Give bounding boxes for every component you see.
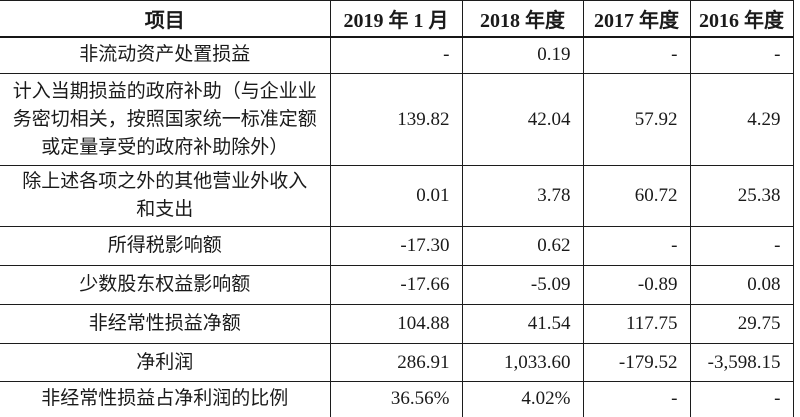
cell-value: 60.72 bbox=[582, 165, 691, 227]
column-header-2016: 2016 年度 bbox=[689, 0, 794, 38]
cell-value: 29.75 bbox=[689, 304, 794, 344]
header-row: 项目 2019 年 1 月 2018 年度 2017 年度 2016 年度 bbox=[0, 0, 794, 38]
cell-value: 25.38 bbox=[689, 165, 794, 227]
row-item-label: 少数股东权益影响额 bbox=[0, 265, 331, 305]
table-row: 除上述各项之外的其他营业外收入 和支出 0.01 3.78 60.72 25.3… bbox=[0, 165, 794, 227]
cell-value: -17.66 bbox=[329, 265, 463, 305]
column-header-item: 项目 bbox=[0, 0, 331, 38]
cell-value: 0.01 bbox=[329, 165, 463, 227]
table-row: 非经常性损益净额 104.88 41.54 117.75 29.75 bbox=[0, 304, 794, 344]
table-row: 计入当期损益的政府补助（与企业业 务密切相关，按照国家统一标准定额 或定量享受的… bbox=[0, 73, 794, 166]
cell-value: - bbox=[582, 381, 691, 417]
cell-value: 286.91 bbox=[329, 343, 463, 382]
cell-value: - bbox=[689, 381, 794, 417]
cell-value: 1,033.60 bbox=[461, 343, 584, 382]
cell-value: -3,598.15 bbox=[689, 343, 794, 382]
cell-value: 36.56% bbox=[329, 381, 463, 417]
table-row: 非流动资产处置损益 - 0.19 - - bbox=[0, 36, 794, 74]
cell-value: 4.29 bbox=[689, 73, 794, 166]
cell-value: -5.09 bbox=[461, 265, 584, 305]
column-header-2018: 2018 年度 bbox=[461, 0, 584, 38]
cell-value: 139.82 bbox=[329, 73, 463, 166]
cell-value: 41.54 bbox=[461, 304, 584, 344]
table-row: 非经常性损益占净利润的比例 36.56% 4.02% - - bbox=[0, 381, 794, 417]
cell-value: -17.30 bbox=[329, 226, 463, 266]
cell-value: - bbox=[582, 226, 691, 266]
cell-value: - bbox=[582, 36, 691, 74]
cell-value: 117.75 bbox=[582, 304, 691, 344]
row-item-label: 所得税影响额 bbox=[0, 226, 331, 266]
cell-value: - bbox=[689, 226, 794, 266]
table-row: 少数股东权益影响额 -17.66 -5.09 -0.89 0.08 bbox=[0, 265, 794, 305]
row-item-label: 非经常性损益净额 bbox=[0, 304, 331, 344]
column-header-2019-jan: 2019 年 1 月 bbox=[329, 0, 463, 38]
cell-value: 0.08 bbox=[689, 265, 794, 305]
row-item-label: 非经常性损益占净利润的比例 bbox=[0, 381, 331, 417]
cell-value: 3.78 bbox=[461, 165, 584, 227]
table-row: 净利润 286.91 1,033.60 -179.52 -3,598.15 bbox=[0, 343, 794, 382]
cell-value: -179.52 bbox=[582, 343, 691, 382]
cell-value: 104.88 bbox=[329, 304, 463, 344]
table-row: 所得税影响额 -17.30 0.62 - - bbox=[0, 226, 794, 266]
row-item-label: 净利润 bbox=[0, 343, 331, 382]
cell-value: 4.02% bbox=[461, 381, 584, 417]
cell-value: - bbox=[329, 36, 463, 74]
row-item-label: 非流动资产处置损益 bbox=[0, 36, 331, 74]
cell-value: 0.19 bbox=[461, 36, 584, 74]
column-header-2017: 2017 年度 bbox=[582, 0, 691, 38]
cell-value: 57.92 bbox=[582, 73, 691, 166]
cell-value: 42.04 bbox=[461, 73, 584, 166]
row-item-label: 除上述各项之外的其他营业外收入 和支出 bbox=[0, 165, 331, 227]
cell-value: - bbox=[689, 36, 794, 74]
cell-value: 0.62 bbox=[461, 226, 584, 266]
row-item-label: 计入当期损益的政府补助（与企业业 务密切相关，按照国家统一标准定额 或定量享受的… bbox=[0, 73, 331, 166]
cell-value: -0.89 bbox=[582, 265, 691, 305]
